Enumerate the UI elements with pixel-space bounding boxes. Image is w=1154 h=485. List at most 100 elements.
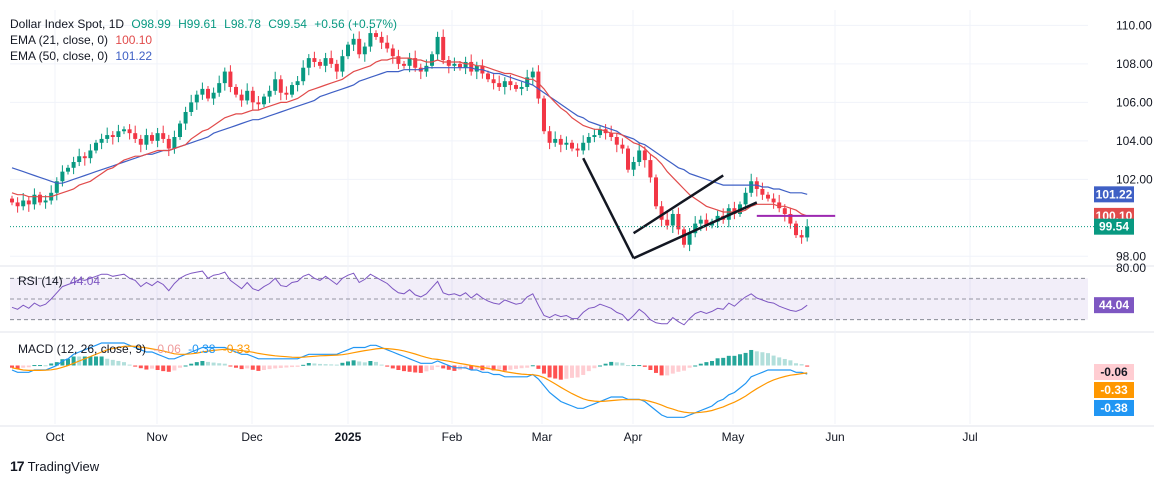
candle-body[interactable] <box>217 83 222 93</box>
candle-body[interactable] <box>558 138 563 145</box>
candle-body[interactable] <box>799 235 804 238</box>
candle-body[interactable] <box>536 71 541 99</box>
candle-body[interactable] <box>99 138 104 143</box>
candle-body[interactable] <box>525 77 530 87</box>
candle-body[interactable] <box>430 54 434 66</box>
candle-body[interactable] <box>704 219 709 226</box>
candle-body[interactable] <box>116 131 121 137</box>
candle-body[interactable] <box>379 36 384 43</box>
candle-body[interactable] <box>396 56 401 64</box>
candle-body[interactable] <box>407 58 412 66</box>
candle-body[interactable] <box>295 81 300 86</box>
candle-body[interactable] <box>368 33 373 47</box>
candle-body[interactable] <box>771 198 776 203</box>
candle-body[interactable] <box>570 142 574 149</box>
candle-body[interactable] <box>178 123 182 137</box>
candle-body[interactable] <box>598 129 602 136</box>
candle-body[interactable] <box>234 86 238 95</box>
candle-body[interactable] <box>547 131 552 143</box>
candle-body[interactable] <box>609 133 614 137</box>
candle-body[interactable] <box>262 96 266 105</box>
candle-body[interactable] <box>502 81 507 87</box>
macd-line[interactable] <box>11 342 808 418</box>
candle-body[interactable] <box>206 88 210 99</box>
candle-body[interactable] <box>575 148 580 151</box>
candle-body[interactable] <box>441 36 446 61</box>
candle-body[interactable] <box>267 90 272 97</box>
candle-body[interactable] <box>497 83 502 87</box>
rsi-line[interactable] <box>11 270 808 326</box>
candle-body[interactable] <box>21 200 26 207</box>
candle-body[interactable] <box>110 135 115 137</box>
candle-body[interactable] <box>435 36 440 55</box>
candle-body[interactable] <box>200 88 205 95</box>
candle-body[interactable] <box>665 219 670 226</box>
candle-body[interactable] <box>144 135 149 145</box>
candle-body[interactable] <box>698 219 703 224</box>
candle-body[interactable] <box>631 162 636 170</box>
candle-body[interactable] <box>777 202 782 209</box>
candle-body[interactable] <box>228 71 233 87</box>
rsi-pane[interactable] <box>10 270 1088 326</box>
candle-body[interactable] <box>38 194 42 203</box>
candle-body[interactable] <box>66 167 70 172</box>
candle-body[interactable] <box>77 156 82 163</box>
candle-body[interactable] <box>306 58 311 68</box>
candle-body[interactable] <box>374 33 378 37</box>
candle-body[interactable] <box>676 213 681 230</box>
candle-body[interactable] <box>172 137 177 149</box>
candle-body[interactable] <box>284 92 289 95</box>
price-pane[interactable] <box>10 26 1098 260</box>
candle-body[interactable] <box>155 133 160 141</box>
candle-body[interactable] <box>458 63 462 68</box>
candle-body[interactable] <box>732 208 737 214</box>
candle-body[interactable] <box>290 85 294 95</box>
candle-body[interactable] <box>637 150 642 163</box>
candle-body[interactable] <box>138 138 143 145</box>
candle-body[interactable] <box>351 38 356 45</box>
candle-body[interactable] <box>626 148 630 170</box>
macd-pane[interactable] <box>10 342 810 418</box>
candle-body[interactable] <box>474 65 479 72</box>
candle-body[interactable] <box>469 61 474 72</box>
candle-body[interactable] <box>805 226 810 238</box>
candle-body[interactable] <box>183 111 188 124</box>
candle-body[interactable] <box>760 188 765 195</box>
candle-body[interactable] <box>446 60 451 66</box>
candle-body[interactable] <box>402 63 406 66</box>
candle-body[interactable] <box>581 142 586 151</box>
candle-body[interactable] <box>340 56 345 72</box>
candle-body[interactable] <box>318 61 322 66</box>
candle-body[interactable] <box>542 98 546 132</box>
candle-body[interactable] <box>743 192 748 205</box>
candle-body[interactable] <box>10 198 14 203</box>
candle-body[interactable] <box>150 135 154 141</box>
candle-body[interactable] <box>211 92 216 99</box>
candle-body[interactable] <box>54 181 59 193</box>
candle-body[interactable] <box>194 94 199 103</box>
candle-body[interactable] <box>553 138 558 143</box>
candle-body[interactable] <box>127 129 132 134</box>
candle-body[interactable] <box>659 206 664 220</box>
pattern-down-leg[interactable] <box>582 157 635 259</box>
candle-body[interactable] <box>32 194 37 205</box>
candle-body[interactable] <box>26 200 31 205</box>
candle-body[interactable] <box>788 213 793 224</box>
candle-body[interactable] <box>782 208 787 214</box>
candle-body[interactable] <box>693 223 698 234</box>
candle-body[interactable] <box>519 86 524 89</box>
candle-body[interactable] <box>256 102 261 105</box>
candle-body[interactable] <box>334 63 339 72</box>
candle-body[interactable] <box>564 142 569 145</box>
candle-body[interactable] <box>682 229 686 245</box>
candle-body[interactable] <box>452 63 457 66</box>
candle-body[interactable] <box>424 65 429 72</box>
candle-body[interactable] <box>133 133 138 139</box>
candle-body[interactable] <box>278 79 283 93</box>
candle-body[interactable] <box>592 135 597 137</box>
candle-body[interactable] <box>346 44 350 57</box>
candle-body[interactable] <box>687 233 692 245</box>
candle-body[interactable] <box>486 73 490 80</box>
candle-body[interactable] <box>715 215 720 222</box>
candle-body[interactable] <box>105 135 110 139</box>
